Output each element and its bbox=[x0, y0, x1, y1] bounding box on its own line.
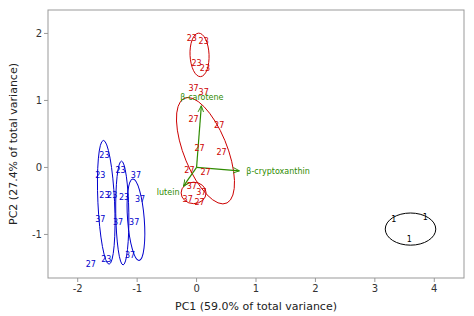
y-tick-label: 1 bbox=[36, 95, 42, 106]
x-tick bbox=[374, 278, 375, 282]
x-tick-label: 1 bbox=[253, 283, 259, 294]
point-label: 37 bbox=[125, 251, 135, 260]
ellipse bbox=[385, 213, 436, 245]
point-label: 37 bbox=[113, 218, 123, 227]
point-label: 23 bbox=[115, 166, 125, 175]
point-label: 37 bbox=[95, 215, 105, 224]
arrow-label: lutein bbox=[157, 188, 180, 197]
y-tick bbox=[44, 234, 48, 235]
y-tick bbox=[44, 100, 48, 101]
point-label: 23 bbox=[95, 171, 105, 180]
point-label: 23 bbox=[119, 193, 129, 202]
x-tick-label: 0 bbox=[193, 283, 199, 294]
x-tick-label: 3 bbox=[372, 283, 378, 294]
x-tick bbox=[256, 278, 257, 282]
point-label: 37 bbox=[131, 171, 141, 180]
point-label: 27 bbox=[194, 144, 204, 153]
point-label: 1 bbox=[407, 235, 412, 244]
x-tick bbox=[315, 278, 316, 282]
point-label: 27 bbox=[184, 166, 194, 175]
x-tick-label: 2 bbox=[312, 283, 318, 294]
y-tick bbox=[44, 167, 48, 168]
point-label: 23 bbox=[199, 37, 209, 46]
point-label: 23 bbox=[99, 151, 109, 160]
point-label: 1 bbox=[423, 213, 428, 222]
y-tick-label: 2 bbox=[36, 28, 42, 39]
arrow-label: β-carotene bbox=[180, 93, 223, 102]
point-label: 23 bbox=[187, 34, 197, 43]
plot-frame bbox=[48, 10, 464, 278]
point-label: 37 bbox=[183, 195, 193, 204]
point-label: 23 bbox=[101, 255, 111, 264]
ellipse-group bbox=[385, 213, 436, 245]
point-label: 27 bbox=[189, 115, 199, 124]
point-label: 37 bbox=[189, 84, 199, 93]
point-label: 37 bbox=[129, 218, 139, 227]
point-label: 27 bbox=[214, 121, 224, 130]
point-label: 27 bbox=[216, 148, 226, 157]
point-label: 27 bbox=[86, 260, 96, 269]
point-label: 37 bbox=[196, 188, 206, 197]
ellipse-group bbox=[95, 140, 117, 265]
x-tick bbox=[77, 278, 78, 282]
x-tick-label: -2 bbox=[73, 283, 83, 294]
ellipse bbox=[125, 178, 148, 261]
point-label: 23 bbox=[200, 64, 210, 73]
point-label: 27 bbox=[194, 198, 204, 207]
point-label: 23 bbox=[107, 191, 117, 200]
marks: 2323232337372727272727273737372723232323… bbox=[86, 33, 436, 270]
point-label: 27 bbox=[200, 168, 210, 177]
arrow-label: β-cryptoxanthin bbox=[246, 167, 309, 176]
x-tick-label: 4 bbox=[431, 283, 437, 294]
x-tick bbox=[137, 278, 138, 282]
x-tick bbox=[434, 278, 435, 282]
x-tick-label: -1 bbox=[132, 283, 142, 294]
x-axis-label: PC1 (59.0% of total variance) bbox=[175, 300, 337, 313]
y-tick-label: 0 bbox=[36, 162, 42, 173]
y-axis-label: PC2 (27.4% of total variance) bbox=[7, 63, 20, 225]
y-tick-label: -1 bbox=[32, 229, 42, 240]
point-label: 37 bbox=[135, 195, 145, 204]
ellipse bbox=[95, 140, 117, 265]
point-label: 1 bbox=[391, 215, 396, 224]
y-tick bbox=[44, 33, 48, 34]
x-tick bbox=[196, 278, 197, 282]
chart: -2-101234-1012PC1 (59.0% of total varian… bbox=[0, 0, 474, 316]
ellipse-group bbox=[125, 178, 148, 261]
